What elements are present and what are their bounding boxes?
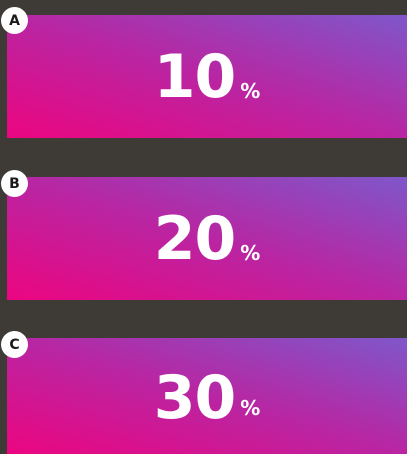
- option-badge: B: [1, 170, 28, 197]
- option-card[interactable]: 20 %: [7, 177, 407, 300]
- option-card[interactable]: 30 %: [7, 338, 407, 454]
- option-unit: %: [240, 78, 261, 103]
- option-value: 30: [153, 363, 236, 433]
- option-badge: C: [1, 331, 28, 358]
- option-value: 10: [153, 41, 236, 112]
- option-card[interactable]: 10 %: [7, 15, 407, 138]
- option-value: 20: [153, 203, 236, 274]
- option-unit: %: [240, 240, 261, 265]
- option-unit: %: [240, 396, 261, 420]
- option-badge: A: [1, 7, 28, 34]
